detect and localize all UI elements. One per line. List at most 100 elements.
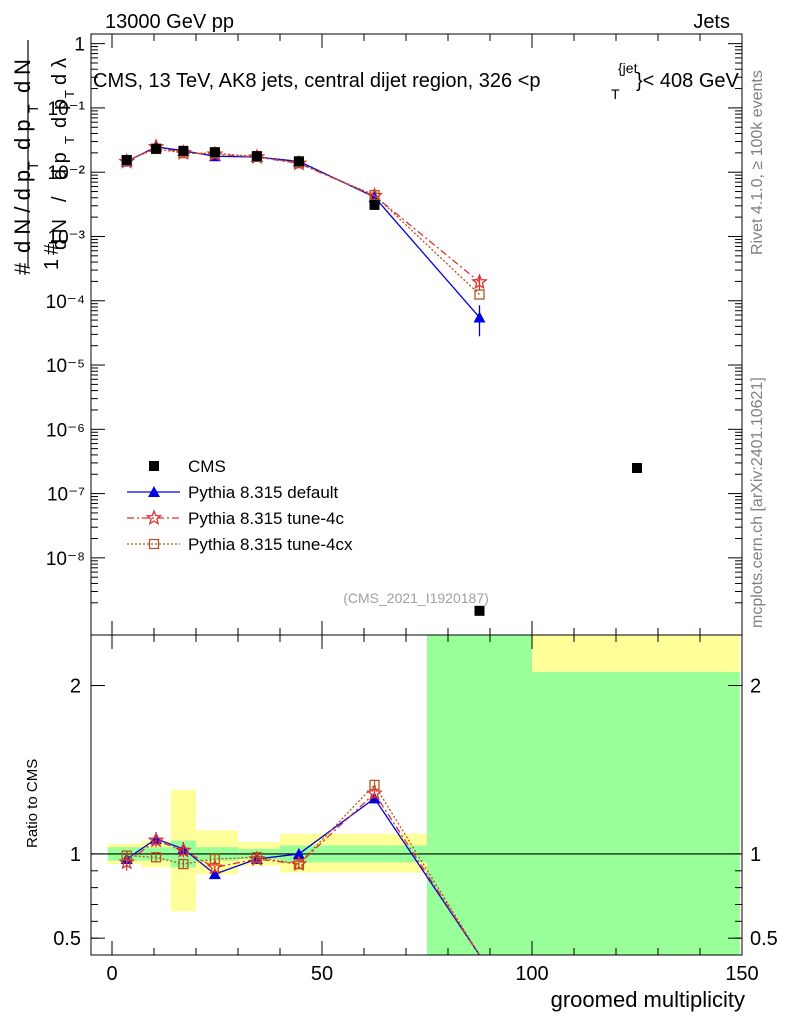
upper-y-ticks: 1 10⁻¹ 10⁻² 10⁻³ 10⁻⁴ 10⁻⁵ 10⁻⁶ 10⁻⁷ 10⁻⁸ [46, 35, 742, 604]
svg-text:d p: d p [10, 119, 35, 150]
svg-text:d N: d N [49, 219, 71, 250]
svg-text:#: # [41, 243, 63, 255]
uncertainty-band-inner [532, 672, 740, 955]
data-point-upper [209, 147, 220, 158]
series-point-ratio [251, 852, 263, 863]
svg-text:N: N [10, 59, 35, 75]
chart-title: CMS, 13 TeV, AK8 jets, central dijet reg… [93, 60, 740, 102]
y-tick-label: 10⁻⁶ [46, 420, 85, 441]
series-point-ratio [366, 784, 383, 801]
series-point-ratio [293, 858, 305, 870]
data-point-upper [293, 156, 304, 167]
data-point-upper [178, 145, 189, 156]
title-main: CMS, 13 TeV, AK8 jets, central dijet reg… [93, 70, 541, 92]
series-point-ratio [369, 779, 380, 791]
series-point-ratio [178, 858, 189, 870]
svg-text:d: d [49, 117, 71, 128]
svg-text:T: T [25, 104, 41, 113]
y-tick-label: 10⁻⁷ [47, 485, 85, 506]
x-axis-ticks: 0 50 100 150 [106, 34, 759, 985]
svg-text:λ: λ [49, 58, 71, 68]
ratio-tick-label-left: 1 [70, 844, 81, 866]
ratio-tick-label-left: 0.5 [53, 928, 81, 950]
legend-label: Pythia 8.315 tune-4c [188, 509, 344, 528]
y-axis-label-ratio: Ratio to CMS [24, 759, 41, 848]
title-subscript: T [611, 86, 620, 102]
svg-text:d: d [49, 74, 71, 85]
series-point-ratio [209, 853, 221, 865]
series-point-upper [474, 289, 485, 300]
legend: CMS Pythia 8.315 default Pythia 8.315 tune… [127, 457, 353, 554]
x-tick-label: 150 [725, 963, 758, 985]
header-left: 13000 GeV pp [105, 11, 234, 33]
ratio-panel-frame [90, 634, 743, 956]
ratio-tick-label-right: 1 [750, 844, 761, 866]
legend-label: CMS [188, 457, 226, 476]
mcplots-label: mcplots.cern.ch [arXiv:2401.10621] [749, 377, 766, 628]
ratio-marks [91, 779, 742, 956]
series-line-ratio [126, 792, 481, 956]
svg-text:d: d [10, 81, 35, 93]
legend-marker [145, 509, 163, 526]
svg-text:T: T [62, 136, 77, 144]
y-tick-label: 10⁻¹ [48, 99, 86, 120]
y-tick-label: 10⁻⁸ [46, 549, 85, 570]
svg-text:d N / d p: d N / d p [10, 170, 35, 253]
series-point-ratio [206, 858, 224, 875]
data-point-upper [151, 143, 162, 154]
y-tick-label: 10⁻⁵ [46, 356, 85, 377]
x-tick-label: 0 [106, 963, 117, 985]
ratio-tick-label-right: 0.5 [750, 928, 778, 950]
svg-text:d p: d p [49, 152, 71, 180]
y-tick-label: 10⁻² [48, 163, 86, 184]
upper-marks [118, 138, 642, 616]
y-tick-label: 10⁻³ [48, 227, 86, 248]
series-point-ratio [292, 847, 305, 859]
series-point-upper [473, 311, 486, 323]
ratio-tick-label-left: 2 [70, 676, 81, 698]
series-point-ratio [150, 852, 162, 863]
title-superscript: {jet [618, 60, 638, 76]
series-line-upper [126, 148, 480, 295]
svg-text:T: T [25, 161, 41, 170]
ratio-tick-label-right: 2 [750, 676, 761, 698]
series-line-upper [126, 146, 480, 283]
x-tick-label: 100 [515, 963, 548, 985]
data-point-upper [251, 151, 262, 162]
series-point-ratio [147, 831, 165, 848]
data-point-upper [632, 463, 642, 474]
series-line-upper [126, 146, 480, 318]
title-tail: }< 408 GeV [636, 70, 740, 92]
svg-text:/: / [49, 196, 71, 202]
ratio-y-ticks: 0.5 0.5 1 1 2 2 [53, 676, 778, 951]
uncertainty-band-inner [427, 635, 532, 955]
svg-text:p: p [49, 99, 71, 110]
legend-marker [148, 538, 160, 550]
svg-text:T: T [62, 90, 77, 98]
legend-label: Pythia 8.315 default [188, 483, 339, 502]
y-tick-label: 1 [74, 35, 85, 56]
legend-marker [148, 486, 160, 497]
rivet-version-label: Rivet 4.1.0, ≥ 100k events [749, 70, 766, 255]
data-point-upper [474, 605, 485, 616]
y-axis-label-upper: # d N / d p T d p T d N 1 # d N / d p T … [10, 40, 77, 275]
ratio-bands [107, 635, 740, 955]
legend-marker-cms [149, 461, 159, 471]
svg-text:1: 1 [41, 259, 63, 270]
svg-text:#: # [10, 262, 35, 275]
series-line-ratio [126, 783, 481, 956]
y-tick-label: 10⁻⁴ [46, 292, 85, 313]
analysis-id: (CMS_2021_I1920187) [343, 590, 489, 606]
series-point-ratio [208, 868, 221, 880]
data-point-upper [369, 199, 380, 210]
data-point-upper [121, 154, 132, 165]
series-point-upper [369, 189, 380, 201]
legend-label: Pythia 8.315 tune-4cx [188, 535, 353, 554]
header-right: Jets [693, 11, 730, 33]
x-tick-label: 50 [311, 963, 333, 985]
series-point-ratio [174, 841, 192, 858]
series-point-upper [471, 273, 488, 290]
series-point-ratio [121, 850, 132, 861]
x-axis-label: groomed multiplicity [551, 987, 745, 1012]
